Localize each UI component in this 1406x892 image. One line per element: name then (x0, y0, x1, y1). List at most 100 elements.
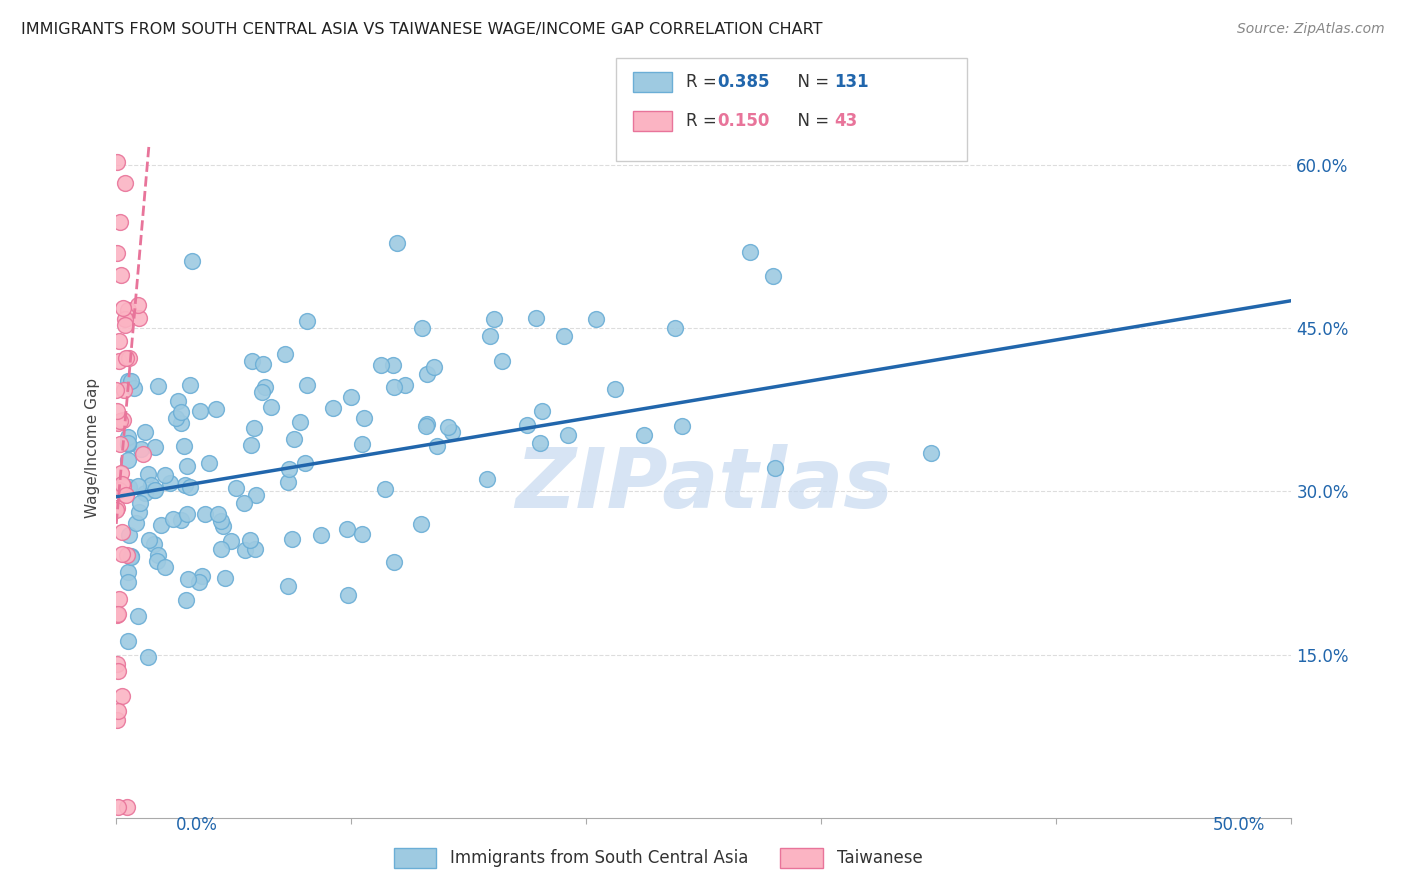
Point (370, 359, 392, 373)
Point (245, 487, 267, 501)
Point (127, 608, 149, 623)
Point (105, 657, 128, 672)
Point (146, 554, 169, 568)
Point (117, 437, 139, 451)
Point (254, 379, 277, 393)
Point (146, 379, 169, 393)
Point (352, 527, 374, 541)
Point (605, 382, 627, 396)
Point (209, 514, 232, 528)
Point (738, 244, 761, 259)
Point (115, 351, 138, 365)
Point (112, 383, 135, 397)
Point (336, 588, 359, 602)
Point (153, 559, 176, 574)
Y-axis label: Wage/Income Gap: Wage/Income Gap (86, 377, 100, 517)
Point (112, 478, 135, 492)
Point (117, 565, 139, 579)
Point (110, 467, 132, 481)
Point (529, 435, 551, 450)
Point (250, 384, 273, 399)
Point (120, 549, 142, 563)
Point (176, 592, 198, 607)
Point (169, 405, 191, 419)
Point (115, 800, 138, 814)
Point (207, 507, 229, 521)
Point (108, 215, 131, 229)
Point (129, 442, 152, 456)
Point (309, 528, 332, 542)
Point (117, 303, 139, 318)
Point (288, 415, 311, 429)
Text: 131: 131 (834, 73, 869, 91)
Point (531, 404, 554, 418)
Point (114, 488, 136, 502)
Point (353, 411, 375, 425)
Point (437, 420, 460, 434)
Point (150, 517, 173, 532)
Text: IMMIGRANTS FROM SOUTH CENTRAL ASIA VS TAIWANESE WAGE/INCOME GAP CORRELATION CHAR: IMMIGRANTS FROM SOUTH CENTRAL ASIA VS TA… (21, 22, 823, 37)
Point (108, 334, 131, 348)
Point (141, 477, 163, 491)
Point (105, 608, 128, 623)
Point (118, 351, 141, 365)
Point (295, 378, 318, 392)
Text: 0.150: 0.150 (717, 112, 769, 130)
Point (153, 468, 176, 483)
Point (423, 359, 446, 374)
Point (124, 516, 146, 531)
Point (162, 512, 184, 526)
Point (415, 419, 437, 434)
Point (146, 548, 169, 562)
Point (110, 268, 132, 282)
Text: 43: 43 (834, 112, 858, 130)
Text: Taiwanese: Taiwanese (837, 849, 922, 867)
Point (170, 513, 193, 527)
Point (762, 268, 785, 283)
Point (415, 417, 437, 431)
Point (426, 440, 449, 454)
Point (173, 477, 195, 491)
Point (274, 347, 297, 361)
Point (117, 436, 139, 450)
Point (233, 496, 256, 510)
Point (385, 235, 408, 250)
Point (107, 665, 129, 679)
Point (111, 547, 134, 561)
Point (384, 380, 406, 394)
Point (411, 321, 433, 335)
Point (180, 253, 202, 268)
Text: 0.385: 0.385 (717, 73, 769, 91)
Point (105, 500, 128, 515)
Point (167, 393, 190, 408)
Point (179, 480, 201, 494)
Point (138, 533, 160, 548)
Point (416, 367, 439, 381)
Point (524, 311, 547, 326)
Point (134, 425, 156, 439)
Point (111, 525, 134, 540)
Point (107, 800, 129, 814)
Point (127, 298, 149, 312)
Point (585, 312, 607, 326)
Point (179, 378, 201, 392)
Point (240, 354, 263, 368)
Point (176, 507, 198, 521)
Point (129, 496, 152, 510)
Point (105, 714, 128, 728)
Text: R =: R = (686, 112, 723, 130)
Point (108, 483, 131, 498)
Point (118, 528, 141, 542)
Point (143, 537, 166, 551)
Text: Immigrants from South Central Asia: Immigrants from South Central Asia (450, 849, 748, 867)
Point (553, 328, 575, 343)
Point (294, 456, 316, 470)
Point (252, 357, 274, 371)
Point (475, 471, 498, 485)
Point (117, 480, 139, 494)
Point (127, 478, 149, 492)
Point (484, 312, 506, 326)
Point (105, 246, 128, 260)
Point (176, 458, 198, 473)
Point (336, 522, 359, 536)
